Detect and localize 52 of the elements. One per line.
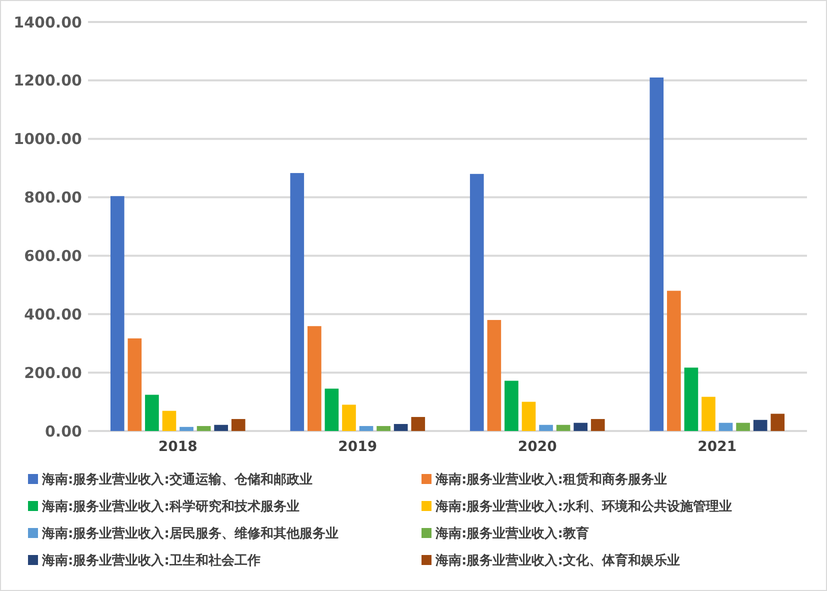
bar: [684, 368, 698, 431]
legend-label: 海南:服务业营业收入:卫生和社会工作: [41, 552, 260, 569]
legend-label: 海南:服务业营业收入:交通运输、仓储和邮政业: [41, 472, 312, 488]
x-tick-label: 2018: [158, 439, 198, 455]
y-tick-label: 0.00: [44, 422, 82, 440]
bar: [770, 414, 785, 431]
y-tick-label: 600.00: [24, 246, 82, 265]
y-tick-label: 200.00: [24, 364, 82, 382]
bar: [487, 320, 502, 431]
bar: [522, 402, 536, 431]
bar: [324, 388, 339, 431]
x-tick-label: 2021: [698, 439, 737, 455]
x-tick-label: 2019: [338, 439, 378, 455]
bar: [590, 419, 605, 431]
bar: [702, 396, 716, 431]
bar: [359, 426, 374, 431]
bar: [753, 420, 768, 431]
y-tick-label: 1400.00: [14, 13, 82, 32]
bar: [214, 424, 228, 431]
y-tick-label: 1200.00: [14, 72, 82, 90]
bar: [110, 196, 124, 431]
bar: [574, 422, 588, 431]
bar: [231, 419, 246, 431]
bar: [667, 290, 681, 431]
legend-label: 海南:服务业营业收入:租赁和商务服务业: [434, 472, 667, 488]
legend-label: 海南:服务业营业收入:文化、体育和娱乐业: [434, 552, 680, 569]
bar: [394, 424, 408, 431]
legend-label: 海南:服务业营业收入:居民服务、维修和其他服务业: [41, 526, 338, 542]
bar: [650, 78, 664, 431]
bar: [342, 404, 356, 431]
bar: [556, 424, 570, 431]
bar: [470, 174, 484, 431]
bar: [180, 426, 194, 431]
bar: [162, 410, 176, 431]
x-tick-label: 2020: [518, 439, 558, 455]
bar: [718, 422, 733, 431]
bar: [376, 426, 390, 431]
legend-label: 海南:服务业营业收入:教育: [434, 526, 589, 542]
bar: [128, 338, 142, 431]
bar: [145, 394, 159, 431]
legend-label: 海南:服务业营业收入:科学研究和技术服务业: [41, 498, 300, 515]
bar: [308, 326, 322, 431]
y-tick-label: 1000.00: [14, 130, 82, 148]
bar: [411, 416, 426, 431]
bar: [196, 426, 211, 431]
bar: [504, 380, 518, 431]
y-tick-label: 400.00: [24, 305, 82, 324]
bar: [736, 422, 750, 431]
legend-label: 海南:服务业营业收入:水利、环境和公共设施管理业: [434, 498, 732, 515]
y-tick-label: 800.00: [24, 188, 82, 207]
bar: [539, 424, 553, 431]
bar: [290, 173, 304, 431]
